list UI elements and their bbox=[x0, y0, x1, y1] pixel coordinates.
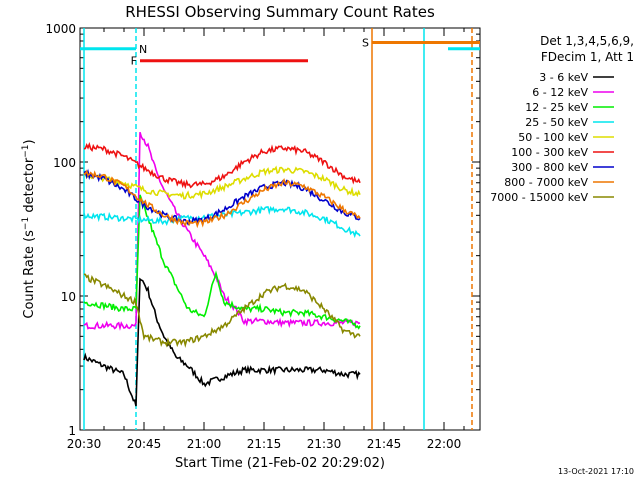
series-line bbox=[83, 273, 361, 348]
axis-ticks bbox=[80, 27, 480, 431]
legend-entry-label: 3 - 6 keV bbox=[539, 71, 588, 84]
legend-entry-label: 25 - 50 keV bbox=[525, 116, 588, 129]
x-tick-label: 20:45 bbox=[127, 437, 162, 451]
x-tick-label: 21:00 bbox=[187, 437, 222, 451]
x-tick-label: 22:00 bbox=[427, 437, 462, 451]
series-line bbox=[83, 277, 361, 407]
footer-timestamp: 13-Oct-2021 17:10 bbox=[558, 467, 634, 476]
y-tick-label: 10 bbox=[61, 290, 76, 304]
y-label-exp-2: −1 bbox=[21, 144, 31, 157]
flag-bars: NF S bbox=[80, 36, 480, 68]
vertical-markers bbox=[83, 28, 473, 430]
legend-entry-label: 12 - 25 keV bbox=[525, 101, 588, 114]
y-label-part-1: Count Rate (s bbox=[22, 230, 37, 319]
legend-entry-label: 50 - 100 keV bbox=[518, 131, 588, 144]
series-line bbox=[83, 131, 361, 331]
chart-title: RHESSI Observing Summary Count Rates bbox=[125, 3, 435, 21]
y-tick-label: 100 bbox=[53, 156, 76, 170]
series-lines bbox=[83, 131, 361, 407]
series-line bbox=[83, 165, 361, 200]
legend-entry-label: 300 - 800 keV bbox=[511, 161, 588, 174]
flag-label: S bbox=[362, 36, 369, 49]
legend-entry-label: 800 - 7000 keV bbox=[504, 176, 588, 189]
flag-label: F bbox=[131, 55, 137, 68]
plot-frame bbox=[79, 27, 481, 431]
x-tick-label: 21:30 bbox=[307, 437, 342, 451]
series-line bbox=[83, 141, 361, 190]
x-axis-label: Start Time (21-Feb-02 20:29:02) bbox=[175, 456, 385, 471]
y-label-part-2: detector bbox=[22, 157, 37, 217]
legend-entry-label: 6 - 12 keV bbox=[532, 86, 588, 99]
axis-tick-labels: 20:30 20:45 21:00 21:15 21:30 21:45 22:00 1 10 10… bbox=[45, 22, 461, 451]
y-label-exp-1: −1 bbox=[21, 217, 31, 230]
legend-header-line-1: Det 1,3,4,5,6,9, bbox=[540, 34, 634, 48]
series-line bbox=[83, 194, 361, 330]
y-tick-label: 1000 bbox=[45, 22, 76, 36]
y-label-part-3: ) bbox=[22, 139, 37, 144]
legend-header-line-2: FDecim 1, Att 1 bbox=[541, 50, 634, 64]
series-line bbox=[83, 169, 361, 229]
y-tick-label: 1 bbox=[68, 424, 76, 438]
x-tick-label: 21:15 bbox=[247, 437, 282, 451]
series-line bbox=[83, 168, 361, 227]
y-axis-label: Count Rate (s−1 detector−1) bbox=[21, 139, 37, 318]
x-tick-label: 20:30 bbox=[67, 437, 102, 451]
x-tick-label: 21:45 bbox=[367, 437, 402, 451]
legend-entry-label: 100 - 300 keV bbox=[511, 146, 588, 159]
legend: Det 1,3,4,5,6,9, FDecim 1, Att 1 3 - 6 k… bbox=[490, 34, 634, 204]
legend-entry-label: 7000 - 15000 keV bbox=[490, 191, 588, 204]
flag-label: N bbox=[139, 43, 147, 56]
